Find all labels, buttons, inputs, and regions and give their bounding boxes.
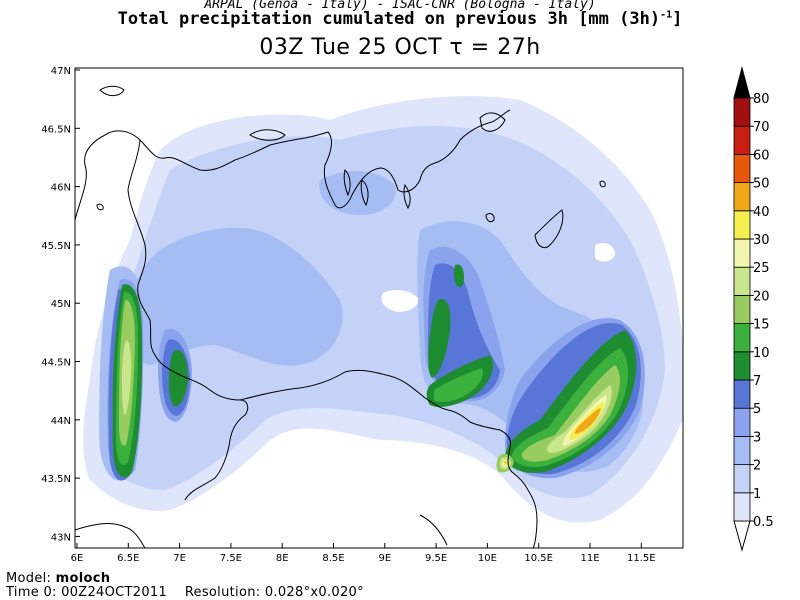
colorbar-label: 20	[753, 289, 770, 304]
lake-9	[96, 203, 104, 211]
colorbar-label: 70	[753, 120, 770, 135]
resolution-value: 0.028°x0.020°	[264, 585, 364, 600]
lon-tick-label: 9E	[378, 553, 391, 564]
map-title: Total precipitation cumulated on previou…	[0, 9, 800, 29]
lake-2	[249, 129, 286, 141]
colorbar-segment	[733, 294, 751, 324]
ligurian-coast	[239, 369, 538, 548]
colorbar-label: 80	[753, 92, 770, 107]
lake-8	[485, 213, 495, 223]
resolution-label: Resolution:	[184, 585, 261, 600]
lat-tick-label: 45.5N	[41, 241, 71, 252]
lake-10	[599, 180, 606, 188]
colorbar-label: 25	[753, 261, 770, 276]
lon-tick-label: 8E	[276, 553, 289, 564]
time-value: 00Z24OCT2011	[61, 585, 168, 600]
lake-1	[99, 85, 125, 97]
model-info: Model: moloch	[6, 571, 110, 586]
precip-band-10	[116, 291, 629, 468]
valid-time-subtitle: 03Z Tue 25 OCT τ = 27h	[259, 35, 541, 60]
colorbar-label: 2	[753, 459, 761, 474]
colorbar-segment	[733, 266, 751, 296]
precipitation-field	[83, 96, 683, 523]
colorbar-label: 10	[753, 346, 770, 361]
title-text: Total precipitation cumulated on previou…	[117, 9, 661, 29]
lat-tick-label: 47N	[51, 66, 71, 77]
lake-4	[360, 179, 369, 207]
colorbar-segment	[733, 407, 751, 437]
title-exponent: -1	[660, 9, 673, 21]
model-value: moloch	[55, 571, 111, 586]
colorbar-label: 30	[753, 233, 770, 248]
france-italy-border	[127, 139, 249, 501]
colorbar-segment	[733, 210, 751, 240]
precip-band-30	[503, 402, 604, 465]
dry-area	[381, 243, 615, 312]
lat-tick-label: 45N	[51, 299, 71, 310]
colorbar-max-triangle	[733, 66, 751, 99]
colorbar-segment	[733, 182, 751, 212]
lat-tick-label: 46N	[51, 183, 71, 194]
lat-tick-label: 44N	[51, 416, 71, 427]
lon-tick-label: 6.5E	[117, 553, 139, 564]
colorbar-label: 5	[753, 402, 761, 417]
time-label: Time 0:	[6, 585, 57, 600]
model-label: Model:	[6, 571, 52, 586]
colorbar-label: 1	[753, 487, 761, 502]
lon-tick-label: 7E	[173, 553, 186, 564]
colorbar-label: 50	[753, 177, 770, 192]
sardinia-fragment	[75, 523, 146, 548]
colorbar-segment	[733, 125, 751, 155]
colorbar-min-triangle	[733, 520, 751, 552]
colorbar-segment	[733, 323, 751, 353]
lake-7	[534, 209, 564, 248]
lon-tick-label: 7.5E	[220, 553, 242, 564]
precip-band-2	[99, 170, 644, 481]
precip-band-5	[108, 263, 641, 481]
lat-tick-label: 43N	[51, 532, 71, 543]
colorbar-segment	[733, 379, 751, 409]
colorbar-segment	[733, 435, 751, 465]
lon-tick-label: 9.5E	[425, 553, 447, 564]
colorbar-segment	[733, 153, 751, 183]
lat-tick-label: 44.5N	[41, 358, 71, 369]
colorbar-segment	[733, 351, 751, 381]
colorbar-segment	[733, 464, 751, 494]
colorbar-label: 0.5	[753, 515, 774, 530]
colorbar-label: 3	[753, 430, 761, 445]
lon-tick-label: 10E	[478, 553, 497, 564]
run-info: Time 0: 00Z24OCT2011 Resolution: 0.028°x…	[6, 585, 364, 600]
colorbar: 0.5 1 2 3 5 7 10 15 20 25 30 40 50 60 70 80	[733, 66, 774, 552]
longitude-axis: 6E 6.5E 7E 7.5E 8E 8.5E 9E 9.5E 10E 10.5E 11E 11.5E	[71, 543, 656, 564]
lake-3	[343, 169, 351, 197]
colorbar-label: 15	[753, 318, 770, 333]
alps-border	[75, 109, 511, 221]
corsica-fragment	[419, 514, 448, 546]
title-close: ]	[672, 9, 683, 29]
precip-band-3	[107, 246, 645, 479]
lon-tick-label: 6E	[71, 553, 84, 564]
credits-line: ARPAL (Genoa - Italy) - ISAC-CNR (Bologn…	[204, 0, 596, 12]
lat-tick-label: 46.5N	[41, 124, 71, 135]
coastlines-borders	[75, 85, 606, 548]
latitude-axis: 47N 46.5N 46N 45.5N 45N 44.5N 44N 43.5N 43N	[41, 66, 80, 543]
lat-tick-label: 43.5N	[41, 474, 71, 485]
lon-tick-label: 10.5E	[524, 553, 553, 564]
colorbar-label: 7	[753, 374, 761, 389]
plot-frame	[74, 67, 684, 549]
lon-tick-label: 11.5E	[627, 553, 656, 564]
colorbar-label: 40	[753, 205, 770, 220]
colorbar-segment	[733, 492, 751, 522]
lake-5	[403, 183, 411, 210]
colorbar-segment	[733, 238, 751, 268]
colorbar-label: 60	[753, 148, 770, 163]
lon-tick-label: 8.5E	[322, 553, 344, 564]
lake-6	[479, 112, 506, 132]
colorbar-segment	[733, 97, 751, 127]
lon-tick-label: 11E	[580, 553, 599, 564]
